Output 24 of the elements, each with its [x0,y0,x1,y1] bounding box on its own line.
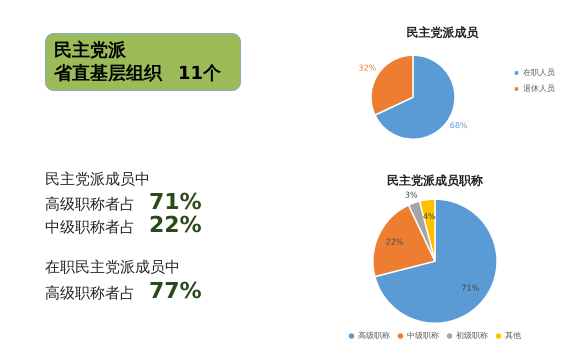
legend-label: 初级职称 [456,331,488,340]
legend-label: 在职人员 [523,68,555,78]
data-label: 68% [450,121,468,130]
text: 71% [149,190,202,215]
chart-title: 民主党派成员 [406,25,480,40]
text: 省直基层组织 [54,63,162,84]
text: 高级职称者占 [45,195,135,213]
data-label: 32% [358,63,377,72]
text: 民主党派 [54,39,127,62]
data-label: 3% [404,190,418,200]
chart-title: 民主党派成员职称 [387,173,484,188]
legend-label: 其他 [505,331,521,340]
legend-label: 高级职称 [358,331,390,340]
legend-label: 退休人员 [523,84,555,94]
text: 在职民主党派成员中 [45,258,180,276]
text: 中级职称者占 [45,218,135,236]
data-label: 71% [461,284,480,293]
text: 77% [149,279,202,304]
text: 22% [149,213,202,238]
text: 11个 [178,63,222,84]
data-label: 22% [386,237,404,246]
legend-label: 中级职称 [407,331,439,340]
text: 高级职称者占 [45,284,135,302]
text: 民主党派成员中 [45,170,150,188]
